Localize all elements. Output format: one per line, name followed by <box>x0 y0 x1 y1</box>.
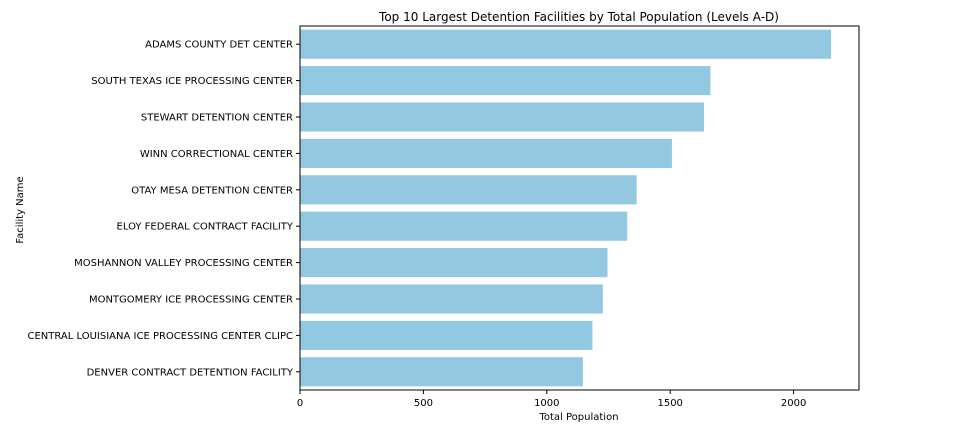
x-tick-label: 1000 <box>534 398 559 409</box>
bar <box>300 357 583 387</box>
x-tick-label: 2000 <box>781 398 806 409</box>
y-tick-label: SOUTH TEXAS ICE PROCESSING CENTER <box>91 76 293 87</box>
bars <box>300 29 832 387</box>
y-tick-label: WINN CORRECTIONAL CENTER <box>140 149 293 160</box>
x-tick-label: 500 <box>414 398 433 409</box>
y-tick-label: MOSHANNON VALLEY PROCESSING CENTER <box>74 258 293 269</box>
bar <box>300 175 637 205</box>
bar <box>300 66 711 96</box>
x-tick-label: 0 <box>297 398 303 409</box>
bar <box>300 211 628 241</box>
y-tick-label: ELOY FEDERAL CONTRACT FACILITY <box>117 222 294 233</box>
y-tick-label: OTAY MESA DETENTION CENTER <box>131 185 293 196</box>
y-axis-label: Facility Name <box>15 176 26 243</box>
bar <box>300 248 608 278</box>
plot-area-frame <box>299 25 860 391</box>
bar <box>300 29 832 59</box>
y-tick-label: DENVER CONTRACT DETENTION FACILITY <box>87 367 294 378</box>
x-tick-label: 1500 <box>657 398 682 409</box>
y-tick-label: ADAMS COUNTY DET CENTER <box>145 40 293 51</box>
bar <box>300 284 603 314</box>
y-tick-label: CENTRAL LOUISIANA ICE PROCESSING CENTER … <box>28 331 294 342</box>
bar <box>300 320 593 350</box>
bar <box>300 102 705 132</box>
x-axis-label: Total Population <box>538 412 618 423</box>
chart-title: Top 10 Largest Detention Facilities by T… <box>378 10 779 24</box>
y-tick-label: MONTGOMERY ICE PROCESSING CENTER <box>89 295 293 306</box>
y-tick-label: STEWART DETENTION CENTER <box>141 113 293 124</box>
bar <box>300 138 672 168</box>
y-tick-labels: ADAMS COUNTY DET CENTER SOUTH TEXAS ICE P… <box>28 40 300 378</box>
x-ticks: 0 500 1000 1500 2000 <box>297 390 806 409</box>
